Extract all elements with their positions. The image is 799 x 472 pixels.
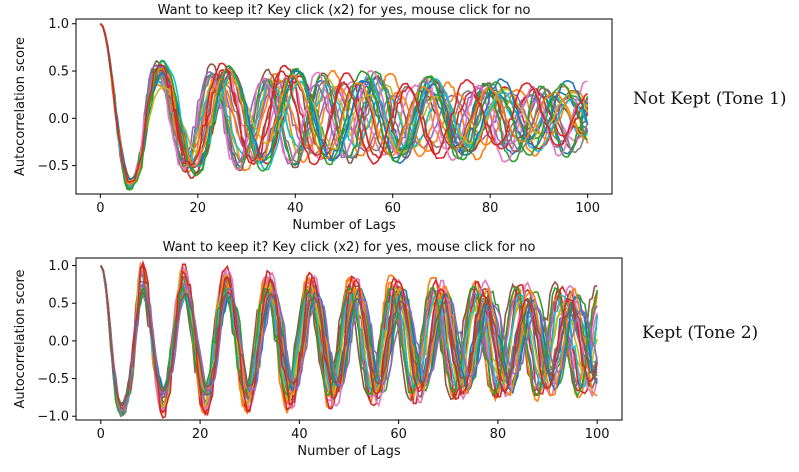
series-line [100,265,598,416]
y-tick-label: 0.0 [48,112,69,127]
y-tick-label: 0.0 [48,334,69,349]
series-group [99,23,589,192]
x-tick-label: 0 [97,427,105,442]
x-tick-label: 60 [390,427,407,442]
y-tick-label: 0.5 [48,65,69,80]
series-line [99,23,588,191]
chart-title: Want to keep it? Key click (x2) for yes,… [158,3,531,18]
x-tick-label: 60 [384,201,401,216]
plot-frame [75,257,623,421]
chart-title: Want to keep it? Key click (x2) for yes,… [163,240,536,255]
chart-1: 0 20 40 60 80 100 −0.5 0.0 0.5 1.0 Want to keep it… [13,3,613,233]
x-tick-label: 20 [192,427,209,442]
x-axis-label: Number of Lags [297,444,400,459]
x-tick-label: 0 [96,201,104,216]
x-tick-label: 80 [490,427,507,442]
x-tick-label: 40 [287,201,304,216]
x-axis-label: Number of Lags [292,218,395,233]
y-tick-label: −1.0 [37,410,69,425]
y-tick-label: 1.0 [48,17,69,32]
series-line [99,23,588,187]
series-line [99,23,589,191]
series-line [100,265,598,418]
y-tick-label: −0.5 [37,159,69,174]
x-tick-label: 80 [482,201,499,216]
chart-2: 0 20 40 60 80 100 −1.0 −0.5 0.0 0.5 1.0 Want to kee… [13,240,623,459]
series-line [99,23,589,183]
series-line [99,23,588,187]
series-line [99,23,589,184]
x-tick-label: 40 [291,427,308,442]
y-axis-label: Autocorrelation score [13,37,28,176]
series-line [100,265,598,407]
annotation-kept: Kept (Tone 2) [642,323,759,343]
series-line [100,265,598,416]
y-tick-label: −0.5 [37,372,69,387]
series-group [100,259,598,419]
plot-frame [75,18,613,195]
y-axis-label: Autocorrelation score [13,269,28,408]
y-tick-label: 0.5 [48,297,69,312]
x-tick-label: 100 [585,427,610,442]
annotation-not-kept: Not Kept (Tone 1) [633,89,787,109]
y-tick-label: 1.0 [48,259,69,274]
x-tick-label: 20 [190,201,207,216]
x-tick-label: 100 [575,201,600,216]
